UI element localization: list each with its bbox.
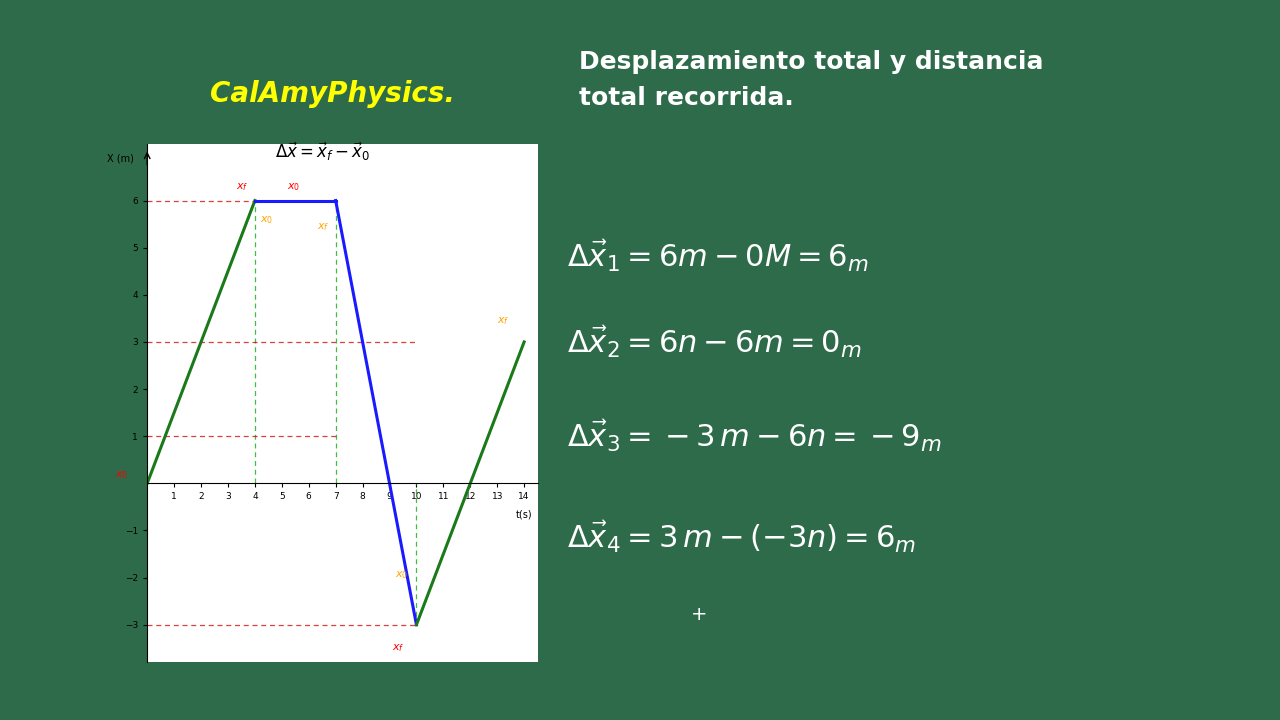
Text: t(s): t(s)	[516, 509, 532, 519]
Text: $x_0$: $x_0$	[287, 181, 301, 192]
Text: $\Delta\vec{x}_4=3\,m-(-3n)=6_m$: $\Delta\vec{x}_4=3\,m-(-3n)=6_m$	[567, 518, 916, 554]
Text: $x_f$: $x_f$	[236, 181, 248, 192]
Text: $\Delta\vec{x}_1=6m-0M=6_m$: $\Delta\vec{x}_1=6m-0M=6_m$	[567, 238, 869, 274]
Text: X (m): X (m)	[106, 153, 133, 163]
Text: $x_0$: $x_0$	[396, 570, 408, 581]
Text: $x_0$: $x_0$	[115, 469, 128, 482]
Text: $x_f$: $x_f$	[497, 315, 509, 327]
Text: $x_0$: $x_0$	[260, 214, 274, 225]
Text: $x_f$: $x_f$	[317, 221, 329, 233]
Text: $\Delta\vec{x}_2=6n-6m=0_m$: $\Delta\vec{x}_2=6n-6m=0_m$	[567, 324, 863, 360]
Text: Desplazamiento total y distancia
total recorrida.: Desplazamiento total y distancia total r…	[579, 50, 1043, 109]
Text: $\Delta\vec{x}=\vec{x}_f - \vec{x}_0$: $\Delta\vec{x}=\vec{x}_f - \vec{x}_0$	[275, 140, 370, 163]
Text: $\Delta\vec{x}_3=-3\,m-6n=-9_m$: $\Delta\vec{x}_3=-3\,m-6n=-9_m$	[567, 418, 942, 454]
Text: CalAmyPhysics.: CalAmyPhysics.	[210, 80, 456, 107]
Text: +: +	[691, 605, 708, 624]
Text: $x_f$: $x_f$	[392, 643, 404, 654]
